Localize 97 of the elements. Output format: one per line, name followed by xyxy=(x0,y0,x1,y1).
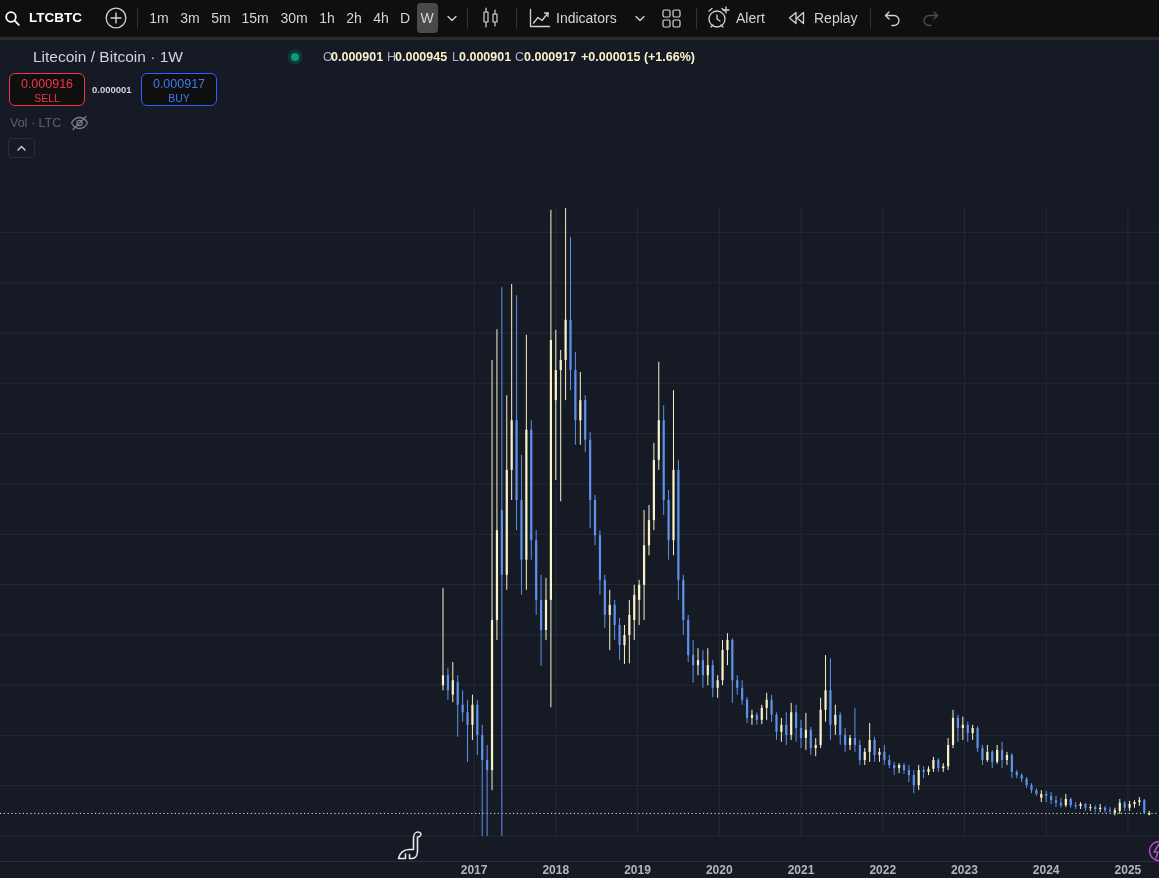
x-tick-label: 2022 xyxy=(869,863,897,878)
x-tick-label: 2023 xyxy=(951,863,979,878)
text: +0.000015 (+1.66%) xyxy=(581,49,695,64)
text: 0.000001 xyxy=(92,84,132,96)
candlestick xyxy=(848,734,852,751)
candlestick xyxy=(456,674,459,738)
candlestick xyxy=(785,711,788,746)
text: 0.000917 xyxy=(152,76,206,91)
x-tick-label: 2017 xyxy=(460,863,488,878)
x-tick-label: 2025 xyxy=(1114,863,1142,878)
text: 0.000901 xyxy=(331,49,384,64)
candlestick xyxy=(446,667,450,701)
candlestick xyxy=(451,661,454,703)
candlestick xyxy=(623,624,626,665)
candlestick xyxy=(701,649,705,689)
text: 0.000901 xyxy=(459,49,512,64)
candlestick xyxy=(466,699,469,763)
chart-title: Litecoin / Bitcoin · 1W xyxy=(33,48,183,66)
text: Indicators xyxy=(556,10,617,26)
text: D xyxy=(399,10,411,26)
x-tick-label: 2020 xyxy=(705,863,733,878)
text: O xyxy=(323,49,333,64)
candlestick xyxy=(956,714,960,743)
text: Replay xyxy=(814,10,858,26)
candlestick xyxy=(790,702,793,741)
text: BUY xyxy=(168,91,190,104)
candlestick xyxy=(706,647,709,686)
candlestick xyxy=(628,599,631,664)
text: Vol · LTC xyxy=(10,115,62,130)
candlestick xyxy=(858,739,861,766)
candlestick xyxy=(907,764,910,783)
text: 1h xyxy=(319,10,335,26)
text: L xyxy=(452,49,459,64)
candlestick xyxy=(775,711,778,741)
candlestick xyxy=(770,694,773,723)
text: W xyxy=(420,10,434,26)
x-tick-label: 2021 xyxy=(787,863,815,878)
candlestick xyxy=(794,704,798,743)
text: 2h xyxy=(346,10,362,26)
text: 30m xyxy=(280,10,308,26)
candlestick xyxy=(716,674,719,699)
candlestick xyxy=(711,659,714,698)
text: SELL xyxy=(34,91,60,104)
x-tick-label: 2024 xyxy=(1032,863,1060,878)
candlestick xyxy=(991,749,994,769)
candlestick xyxy=(618,617,621,661)
x-tick-label: 2018 xyxy=(542,863,570,878)
candlestick xyxy=(638,579,641,626)
candlestick xyxy=(1010,752,1013,779)
candlestick xyxy=(736,674,739,696)
text: 0.000945 xyxy=(395,49,448,64)
candlestick xyxy=(912,769,915,794)
candlestick xyxy=(741,679,744,706)
candlestick xyxy=(780,717,783,743)
candlestick xyxy=(1113,807,1116,816)
candlestick xyxy=(692,639,695,684)
candlestick xyxy=(1005,751,1009,766)
candlestick xyxy=(873,736,876,763)
candlestick xyxy=(976,725,979,753)
candlestick xyxy=(755,711,758,726)
text: C xyxy=(515,49,525,64)
candlestick xyxy=(1108,806,1112,814)
candlestick xyxy=(471,694,474,741)
candlestick xyxy=(1000,741,1004,769)
candlestick xyxy=(745,696,749,724)
text: 4h xyxy=(373,10,389,26)
text: 5m xyxy=(211,10,231,26)
candlestick xyxy=(486,744,489,837)
candlestick xyxy=(902,762,906,775)
candlestick xyxy=(824,654,827,723)
text: Alert xyxy=(736,10,765,26)
candlestick xyxy=(799,719,803,749)
candlestick xyxy=(726,632,729,666)
candlestick xyxy=(559,349,562,502)
text: 15m xyxy=(241,10,269,26)
candlestick xyxy=(853,707,857,753)
candlestick xyxy=(760,704,763,725)
text: 0.000917 xyxy=(524,49,577,64)
candlestick xyxy=(981,744,984,766)
candlestick xyxy=(844,727,847,753)
x-tick-label: 2019 xyxy=(624,863,652,878)
text: 3m xyxy=(180,10,200,26)
candlestick xyxy=(839,711,842,746)
candlestick xyxy=(579,371,582,446)
candlestick xyxy=(809,726,812,756)
candlestick xyxy=(441,587,445,691)
candlestick xyxy=(834,704,837,736)
candlestick xyxy=(1054,795,1058,808)
candlestick xyxy=(696,647,700,676)
text: 1m xyxy=(149,10,169,26)
candlestick xyxy=(917,764,920,791)
candlestick xyxy=(608,589,611,651)
candlestick xyxy=(613,599,616,641)
text: LTCBTC xyxy=(29,10,82,26)
candlestick xyxy=(868,722,871,763)
candlestick xyxy=(996,744,999,765)
text: 0.000916 xyxy=(20,76,74,91)
